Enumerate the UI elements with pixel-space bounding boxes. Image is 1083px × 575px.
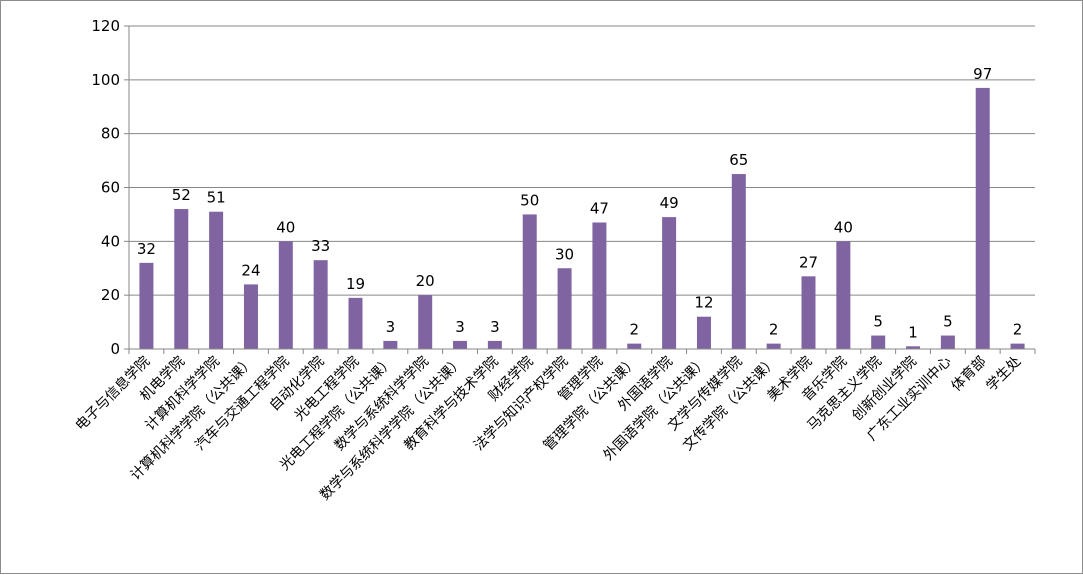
data-label: 40 bbox=[834, 218, 853, 236]
data-label: 33 bbox=[311, 237, 330, 255]
data-label: 97 bbox=[973, 65, 992, 83]
data-label: 24 bbox=[241, 261, 260, 279]
y-tick-label: 100 bbox=[91, 71, 120, 89]
bar bbox=[731, 174, 746, 349]
bar bbox=[871, 335, 886, 349]
bar bbox=[174, 209, 189, 349]
y-tick-label: 60 bbox=[101, 179, 120, 197]
y-axis: 0 20 40 60 80 100 120 bbox=[91, 17, 130, 358]
data-label: 27 bbox=[799, 253, 818, 271]
data-label: 40 bbox=[276, 218, 295, 236]
bar bbox=[348, 297, 363, 349]
bar bbox=[522, 214, 537, 349]
y-tick-label: 80 bbox=[101, 125, 120, 143]
data-label: 49 bbox=[660, 194, 679, 212]
bar bbox=[243, 284, 258, 349]
y-tick-label: 0 bbox=[110, 340, 120, 358]
data-label: 5 bbox=[873, 313, 883, 331]
bar bbox=[383, 340, 398, 349]
data-label: 1 bbox=[908, 323, 918, 341]
category-label: 体育部 bbox=[949, 354, 990, 395]
y-tick-label: 20 bbox=[101, 286, 120, 304]
x-axis: 电子与信息学院机电学院计算机科学学院计算机科学学院（公共课）汽车与交通工程学院自… bbox=[72, 348, 1036, 503]
data-label: 19 bbox=[346, 275, 365, 293]
data-label: 50 bbox=[520, 191, 539, 209]
bar bbox=[940, 335, 955, 349]
gridlines bbox=[129, 25, 1035, 296]
data-label: 2 bbox=[629, 321, 639, 339]
bar bbox=[487, 340, 502, 349]
y-tick-label: 120 bbox=[91, 17, 120, 35]
bar bbox=[975, 87, 990, 350]
bar bbox=[906, 346, 921, 349]
data-label: 47 bbox=[590, 199, 609, 217]
data-label: 3 bbox=[490, 318, 500, 336]
bar bbox=[209, 211, 224, 349]
data-label: 3 bbox=[455, 318, 465, 336]
bar bbox=[662, 217, 677, 349]
y-tick-label: 40 bbox=[101, 232, 120, 250]
bar bbox=[418, 295, 433, 349]
bar bbox=[836, 241, 851, 349]
data-label: 5 bbox=[943, 313, 953, 331]
data-label: 20 bbox=[416, 272, 435, 290]
data-label: 2 bbox=[769, 321, 779, 339]
bar bbox=[766, 343, 781, 349]
category-label: 学生处 bbox=[983, 354, 1024, 395]
bar bbox=[801, 276, 816, 349]
data-label: 2 bbox=[1013, 321, 1023, 339]
data-label: 3 bbox=[386, 318, 396, 336]
bar bbox=[139, 262, 154, 349]
bar bbox=[313, 260, 328, 349]
data-label: 30 bbox=[555, 245, 574, 263]
bar bbox=[627, 343, 642, 349]
bar bbox=[557, 268, 572, 349]
data-label: 12 bbox=[694, 294, 713, 312]
data-label: 65 bbox=[729, 151, 748, 169]
data-label: 52 bbox=[172, 186, 191, 204]
data-label: 32 bbox=[137, 240, 156, 258]
data-label: 51 bbox=[207, 189, 226, 207]
bar bbox=[592, 222, 607, 349]
bars bbox=[139, 87, 1025, 350]
bar bbox=[278, 241, 293, 349]
bar bbox=[453, 340, 468, 349]
bar bbox=[696, 316, 711, 349]
bar bbox=[1010, 343, 1025, 349]
